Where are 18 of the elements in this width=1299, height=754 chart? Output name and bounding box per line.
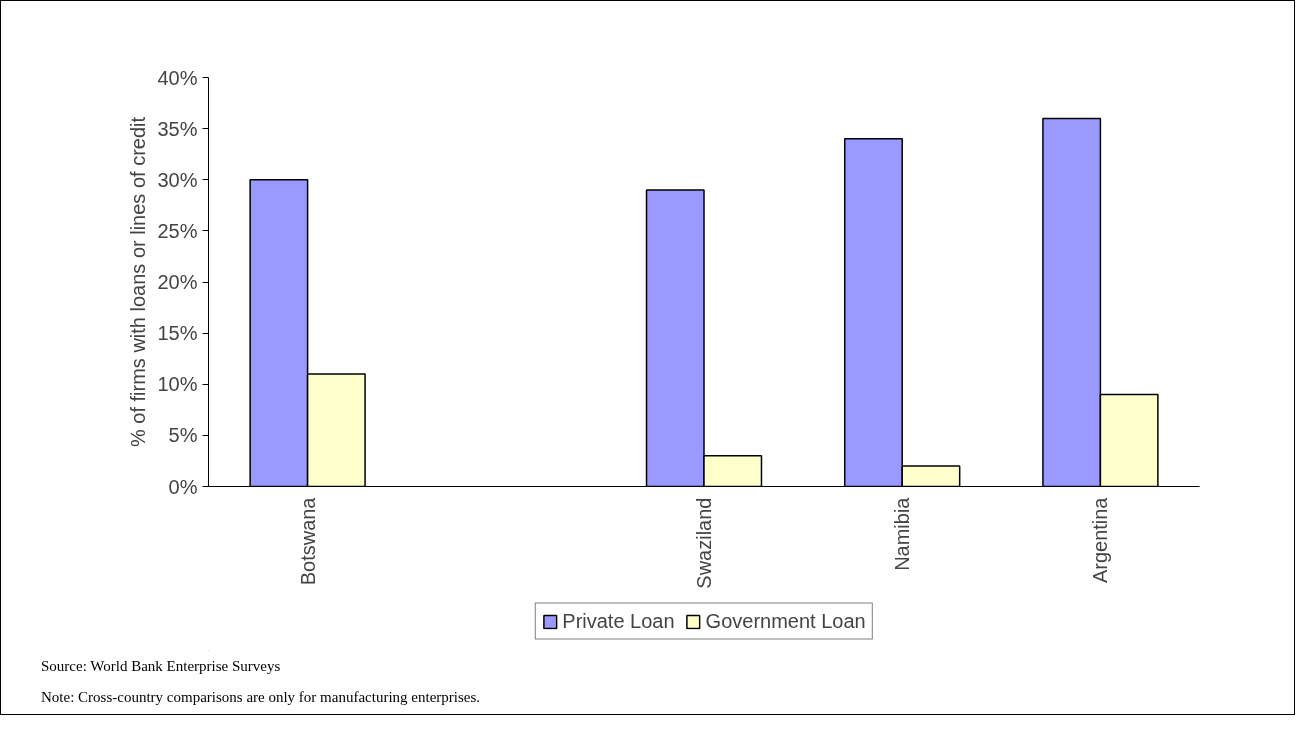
- x-tick-label: Argentina: [1089, 496, 1112, 584]
- legend-label: Private Loan: [562, 609, 675, 633]
- y-tick-label: 20%: [157, 271, 198, 293]
- legend-label: Government Loan: [705, 609, 866, 633]
- y-tick-label: 15%: [157, 322, 198, 345]
- x-tick-label: Botswana: [296, 496, 319, 586]
- y-tick-label: 30%: [157, 168, 198, 191]
- x-tick-label: Namibia: [891, 496, 914, 571]
- y-tick-label: 35%: [157, 117, 198, 140]
- text: Note: Cross-country comparisons are only for manufacturing enterprises.: [41, 688, 481, 708]
- y-tick-label: 0%: [168, 475, 198, 498]
- y-tick-label: 25%: [157, 219, 198, 242]
- y-tick-label: 40%: [157, 66, 198, 89]
- source-note: Source: World Bank Enterprise Surveys: [41, 657, 281, 676]
- y-axis-title: % of firms with loans or lines of credit: [127, 116, 150, 448]
- y-tick-label: 5%: [168, 424, 198, 447]
- x-tick-label: Swaziland: [693, 497, 715, 589]
- y-tick-label: 10%: [157, 373, 198, 396]
